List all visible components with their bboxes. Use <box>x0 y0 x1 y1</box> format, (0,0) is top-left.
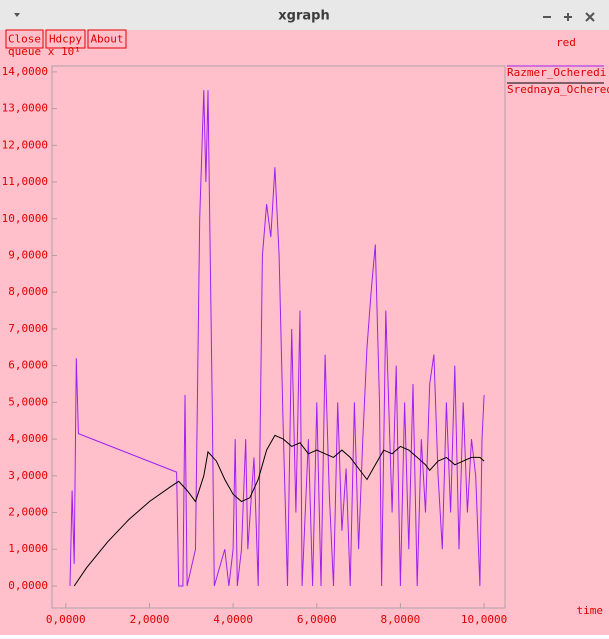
y-tick-label: 13,0000 <box>2 102 48 115</box>
y-tick-label: 0,0000 <box>8 579 48 592</box>
x-axis-label: time <box>577 604 604 617</box>
button[interactable]: Hdcpy <box>49 33 82 46</box>
series-line <box>69 90 485 587</box>
x-tick-label: 2,0000 <box>130 613 170 626</box>
y-tick-label: 11,0000 <box>2 175 48 188</box>
y-tick-label: 5,0000 <box>8 395 48 408</box>
window-title: xgraph <box>278 9 329 24</box>
maximize[interactable] <box>564 13 572 21</box>
canvas <box>0 30 609 635</box>
plot-frame <box>51 65 506 609</box>
legend-label: Razmer_Ocheredi <box>507 66 606 79</box>
y-tick-label: 7,0000 <box>8 322 48 335</box>
y-tick-label: 2,0000 <box>8 506 48 519</box>
color-label: red <box>556 36 576 49</box>
y-tick-label: 1,0000 <box>8 542 48 555</box>
button-frame[interactable] <box>5 29 44 49</box>
legend-label: Srednaya_Ochered <box>507 83 609 96</box>
button[interactable]: Close <box>8 33 41 46</box>
y-axis-label: queue x 10¹ <box>8 45 81 58</box>
x-tick-label: 10,0000 <box>461 613 507 626</box>
menu-arrow[interactable] <box>14 13 20 17</box>
series-line <box>73 434 485 587</box>
button[interactable]: About <box>90 33 123 46</box>
y-tick-label: 12,0000 <box>2 138 48 151</box>
y-tick-label: 10,0000 <box>2 212 48 225</box>
y-tick-label: 8,0000 <box>8 285 48 298</box>
y-tick-label: 9,0000 <box>8 248 48 261</box>
y-tick-label: 4,0000 <box>8 432 48 445</box>
x-tick-label: 4,0000 <box>213 613 253 626</box>
y-tick-label: 3,0000 <box>8 469 48 482</box>
y-tick-label: 14,0000 <box>2 65 48 78</box>
button-frame[interactable] <box>45 29 86 49</box>
close-window[interactable] <box>585 12 595 22</box>
title-bar <box>0 0 609 30</box>
x-tick-label: 8,0000 <box>381 613 421 626</box>
x-tick-label: 0,0000 <box>46 613 86 626</box>
button-frame[interactable] <box>87 29 127 49</box>
x-tick-label: 6,0000 <box>297 613 337 626</box>
y-tick-label: 6,0000 <box>8 359 48 372</box>
